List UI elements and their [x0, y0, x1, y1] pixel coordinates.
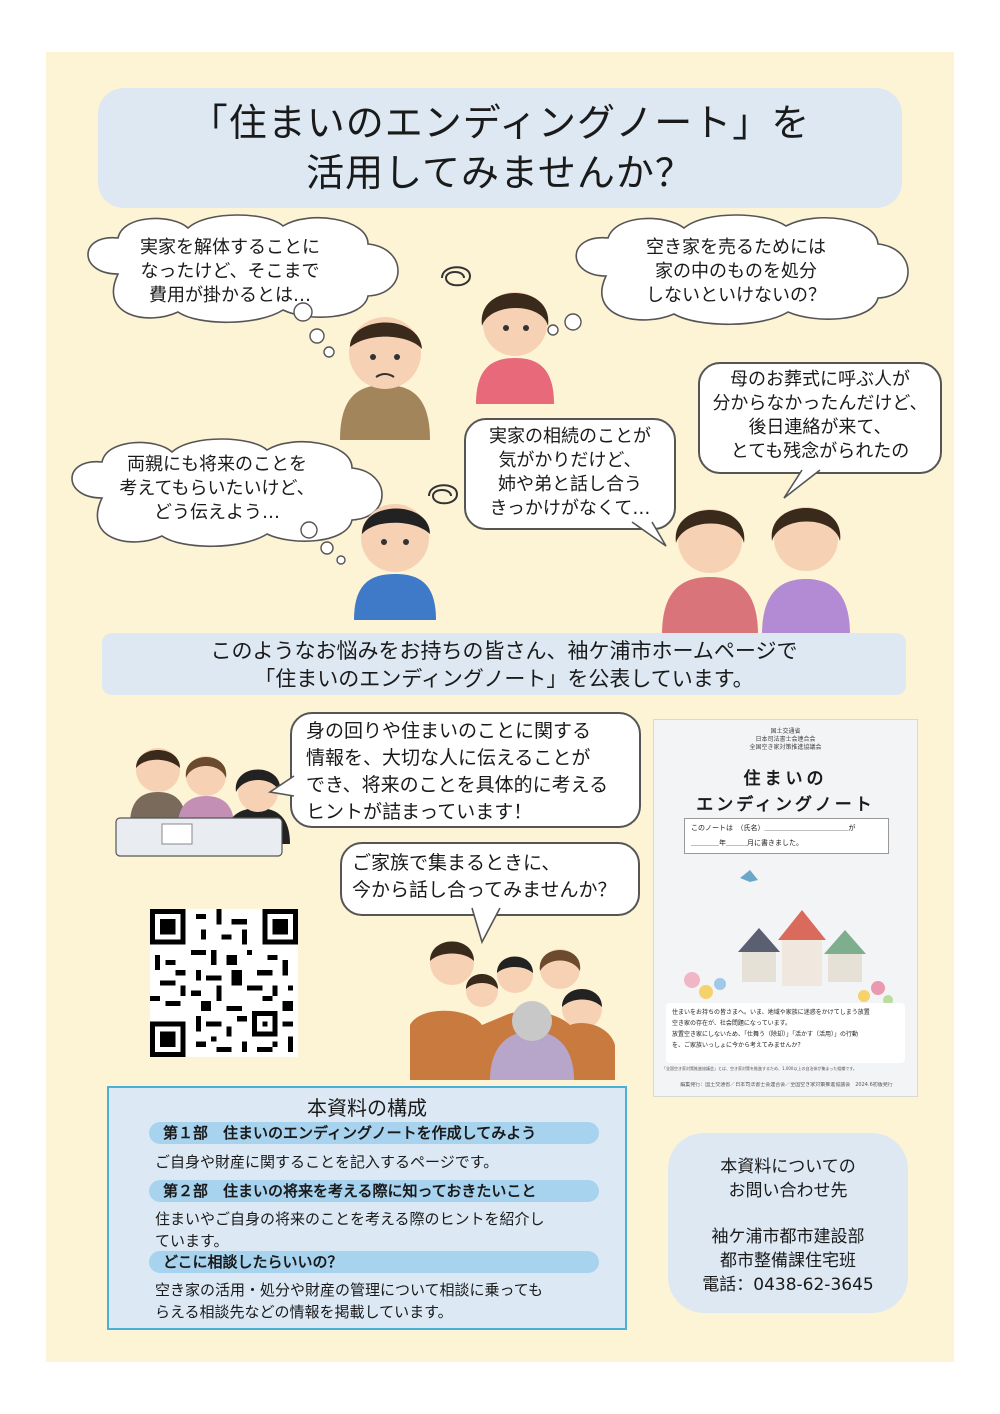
- section-3-desc: 空き家の活用・処分や財産の管理について相談に乗っても らえる相談先などの情報を掲載…: [155, 1281, 544, 1321]
- title-line-1: 「住まいのエンディングノート」を: [189, 101, 811, 145]
- qr-code[interactable]: [150, 909, 298, 1057]
- section-1-desc: ご自身や財産に関することを記入するページです。: [155, 1153, 499, 1171]
- thought-dots-3: [300, 521, 346, 565]
- announcement-line-1: このようなお悩みをお持ちの皆さん、袖ケ浦市ホームページで: [210, 639, 798, 663]
- worried-young-man-illustration: [354, 504, 436, 620]
- worry-text-4: 実家の相続のことが 気がかりだけど、 姉や弟と話し合う きっかけがなくて…: [489, 426, 651, 519]
- two-women-talking-illustration: [662, 507, 850, 635]
- section-2-desc: 住まいやご自身の将来のことを考える際のヒントを紹介し ています。: [155, 1210, 545, 1250]
- inquiry-phone[interactable]: 電話：0438-62-3645: [702, 1275, 874, 1295]
- cover-footer: 編集発行：国土交通省／日本司法書士会連合会／全国空き家対策推進協議会 2024.…: [680, 1082, 893, 1088]
- bubble-4-tail: [631, 521, 667, 547]
- cover-message-box: 住まいをお持ちの皆さまへ。いま、地域や家族に迷惑をかけてしまう放置 空き家の存在が…: [666, 1003, 905, 1063]
- announcement-box: このようなお悩みをお持ちの皆さん、袖ケ浦市ホームページで 「住まいのエンディング…: [102, 633, 906, 695]
- cover-title-2: エンディングノート: [696, 795, 875, 815]
- worry-bubble-5: [698, 362, 942, 474]
- worry-text-1: 実家を解体することに なったけど、そこまで 費用が掛かるとは…: [140, 237, 320, 306]
- worry-scribble-icon: [441, 266, 472, 287]
- title-line-2: 活用してみませんか？: [306, 151, 694, 195]
- cover-publisher: 国土交通省 日本司法書士会連合会 全国空き家対策推進協議会: [749, 728, 822, 751]
- family-bubble-text: ご家族で集まるときに、 今から話し合ってみませんか？: [352, 852, 617, 901]
- worry-text-5: 母のお葬式に呼ぶ人が 分からなかったんだけど、 後日連絡が来て、 とても残念がられたの: [712, 369, 928, 462]
- worry-text-2: 空き家を売るためには 家の中のものを処分 しないといけないの？: [646, 237, 826, 306]
- bubble-5-tail: [783, 469, 821, 499]
- worried-man-illustration: [340, 317, 430, 440]
- inquiry-line-1: 本資料についての: [720, 1157, 856, 1177]
- thought-cloud-2: [575, 214, 909, 326]
- info-bubble-tail: [267, 775, 295, 797]
- thought-cloud-3: [71, 438, 383, 548]
- contents-box: 本資料の構成 第１部 住まいのエンディングノートを作成してみよう ご自身や財産に…: [107, 1086, 627, 1330]
- worry-scribble-icon-2: [428, 484, 459, 505]
- announcement-line-2: 「住まいのエンディングノート」を公表しています。: [254, 667, 754, 691]
- section-1-head: 第１部 住まいのエンディングノートを作成してみよう: [149, 1122, 599, 1144]
- thought-dots-1: [293, 302, 335, 358]
- inquiry-box: 本資料についての お問い合わせ先 袖ケ浦市都市建設部 都市整備課住宅班 電話：0…: [668, 1133, 908, 1313]
- cover-houses-illustration: [684, 870, 893, 1005]
- consultation-illustration: [115, 748, 290, 857]
- section-3-head: どこに相談したらいいの？: [149, 1251, 599, 1273]
- family-bubble-tail: [471, 907, 501, 945]
- info-bubble-text: 身の回りや住まいのことに関する 情報を、大切な人に伝えることが でき、将来のことを具…: [306, 720, 609, 823]
- worry-bubble-4: [464, 418, 676, 530]
- cover-title-1: 住まいの: [743, 769, 828, 789]
- title-box: 「住まいのエンディングノート」を 活用してみませんか？: [98, 88, 902, 208]
- worry-text-3: 両親にも将来のことを 考えてもらいたいけど、 どう伝えよう…: [119, 454, 315, 523]
- thought-dots-2: [547, 313, 582, 336]
- contents-heading: 本資料の構成: [307, 1096, 427, 1120]
- info-bubble: [290, 712, 641, 828]
- ending-note-cover: 国土交通省 日本司法書士会連合会 全国空き家対策推進協議会 住まいの エンディングノ…: [653, 719, 918, 1097]
- thought-cloud-1: [87, 214, 399, 324]
- inquiry-department: 袖ケ浦市都市建設部: [711, 1227, 865, 1247]
- section-2-head: 第２部 住まいの将来を考える際に知っておきたいこと: [149, 1180, 599, 1202]
- family-gathering-illustration: [410, 941, 615, 1080]
- worried-woman-illustration: [476, 292, 554, 404]
- inquiry-line-2: お問い合わせ先: [728, 1181, 848, 1201]
- cover-owner-box: このノートは （氏名）＿＿＿＿＿＿＿＿＿＿＿＿が ＿＿＿＿年＿＿＿月に書きました…: [684, 818, 889, 854]
- inquiry-section: 都市整備課住宅班: [720, 1251, 856, 1271]
- cover-note: 「全国空き家対策推進協議会」とは、空き家対策を推進するため、1,000以上の自治…: [662, 1066, 857, 1071]
